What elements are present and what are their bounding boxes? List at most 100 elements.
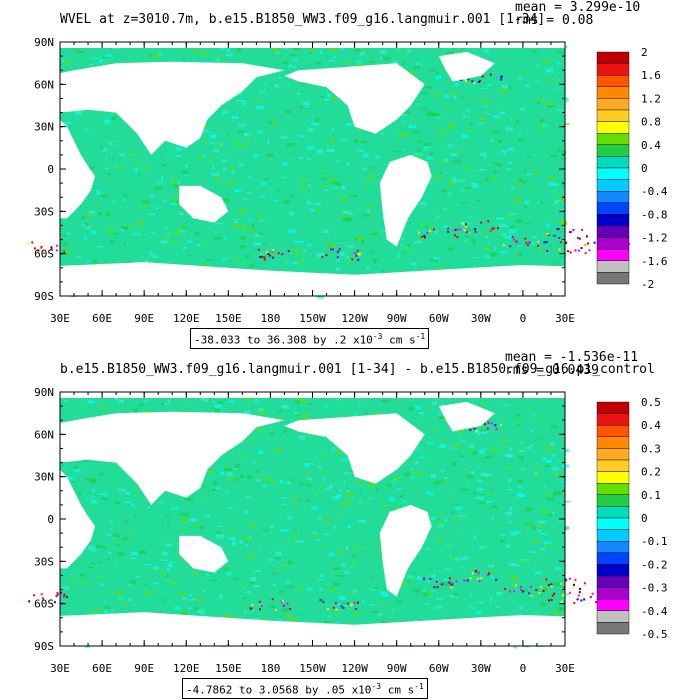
extreme-speck xyxy=(499,423,502,426)
ocean-texture xyxy=(550,154,558,157)
lon-label: 90E xyxy=(134,662,154,675)
ocean-texture xyxy=(465,227,471,232)
ocean-texture xyxy=(306,200,312,205)
ocean-texture xyxy=(181,170,189,174)
colorbar-label: 0 xyxy=(641,512,648,525)
ocean-texture xyxy=(292,495,298,499)
ocean-texture xyxy=(153,186,158,190)
ocean-texture xyxy=(304,409,308,411)
extreme-speck xyxy=(474,228,477,231)
ocean-texture xyxy=(228,166,234,170)
ocean-texture xyxy=(109,528,112,530)
ocean-texture xyxy=(400,582,407,587)
ocean-texture xyxy=(206,573,210,577)
extreme-speck xyxy=(538,591,541,594)
ocean-texture xyxy=(458,455,465,458)
ocean-texture xyxy=(371,610,378,613)
ocean-texture xyxy=(356,149,364,152)
extreme-speck xyxy=(257,248,260,251)
ocean-texture xyxy=(451,179,457,184)
ocean-texture xyxy=(226,48,231,52)
ocean-texture xyxy=(435,71,439,75)
ocean-texture xyxy=(211,166,215,170)
ocean-texture xyxy=(431,516,436,520)
ocean-texture xyxy=(531,414,535,417)
ocean-texture xyxy=(75,49,80,53)
ocean-texture xyxy=(556,109,564,112)
ocean-texture xyxy=(125,492,131,495)
ocean-texture xyxy=(492,447,499,452)
extreme-speck xyxy=(55,244,58,247)
extreme-speck xyxy=(56,592,59,595)
ocean-texture xyxy=(91,57,99,60)
ocean-texture xyxy=(323,519,332,523)
extreme-speck xyxy=(465,225,468,228)
ocean-texture xyxy=(542,509,548,514)
ocean-texture xyxy=(345,493,353,497)
extreme-speck xyxy=(499,75,502,78)
extreme-speck xyxy=(356,249,359,252)
extreme-speck xyxy=(466,579,469,582)
ocean-texture xyxy=(96,576,101,579)
extreme-speck xyxy=(467,78,470,81)
ocean-texture xyxy=(556,492,562,496)
ocean-texture xyxy=(133,515,136,518)
ocean-texture xyxy=(252,153,258,158)
ocean-texture xyxy=(199,51,207,55)
ocean-texture xyxy=(401,460,409,463)
ocean-texture xyxy=(301,399,309,403)
ocean-texture xyxy=(340,138,348,141)
extreme-speck xyxy=(338,248,341,251)
ocean-texture xyxy=(493,162,497,165)
ocean-texture xyxy=(395,508,399,511)
ocean-texture xyxy=(438,411,441,415)
ocean-texture xyxy=(370,250,373,254)
ocean-texture xyxy=(105,212,111,217)
ocean-texture xyxy=(299,156,303,160)
extreme-speck xyxy=(528,592,531,595)
ocean-texture xyxy=(537,99,545,102)
ocean-texture xyxy=(73,468,81,472)
ocean-texture xyxy=(137,174,141,177)
ocean-texture xyxy=(160,240,168,244)
ocean-texture xyxy=(107,557,111,561)
range-unit: cm s xyxy=(382,333,416,347)
ocean-texture xyxy=(300,91,304,93)
ocean-texture xyxy=(542,457,547,461)
ocean-texture xyxy=(540,201,543,204)
ocean-texture xyxy=(118,485,124,487)
extreme-speck xyxy=(357,258,360,261)
ocean-texture xyxy=(520,588,528,592)
ocean-texture xyxy=(491,130,500,134)
extreme-speck xyxy=(281,253,284,256)
ocean-texture xyxy=(477,199,480,202)
ocean-texture xyxy=(381,505,387,509)
ocean-texture xyxy=(532,172,540,174)
ocean-texture xyxy=(152,258,156,260)
ocean-texture xyxy=(480,472,488,477)
ocean-texture xyxy=(332,447,335,451)
ocean-texture xyxy=(289,151,294,154)
ocean-texture xyxy=(85,212,94,216)
extreme-speck xyxy=(520,585,523,588)
ocean-texture xyxy=(557,148,561,152)
ocean-texture xyxy=(208,159,212,163)
extreme-speck xyxy=(33,247,36,250)
ocean-texture xyxy=(323,98,331,101)
ocean-texture xyxy=(242,536,251,540)
extreme-speck xyxy=(471,80,474,83)
extreme-speck xyxy=(456,228,459,231)
ocean-texture xyxy=(438,172,443,175)
ocean-texture xyxy=(393,150,402,153)
ocean-texture xyxy=(200,129,208,133)
ocean-texture xyxy=(440,469,445,473)
ocean-texture xyxy=(479,546,487,549)
ocean-texture xyxy=(167,563,173,568)
ocean-texture xyxy=(537,101,541,105)
ocean-texture xyxy=(231,223,237,228)
extreme-speck xyxy=(491,227,494,230)
ocean-texture xyxy=(124,501,132,504)
ocean-texture xyxy=(492,505,498,509)
ocean-texture xyxy=(355,602,359,604)
ocean-texture xyxy=(430,151,434,156)
